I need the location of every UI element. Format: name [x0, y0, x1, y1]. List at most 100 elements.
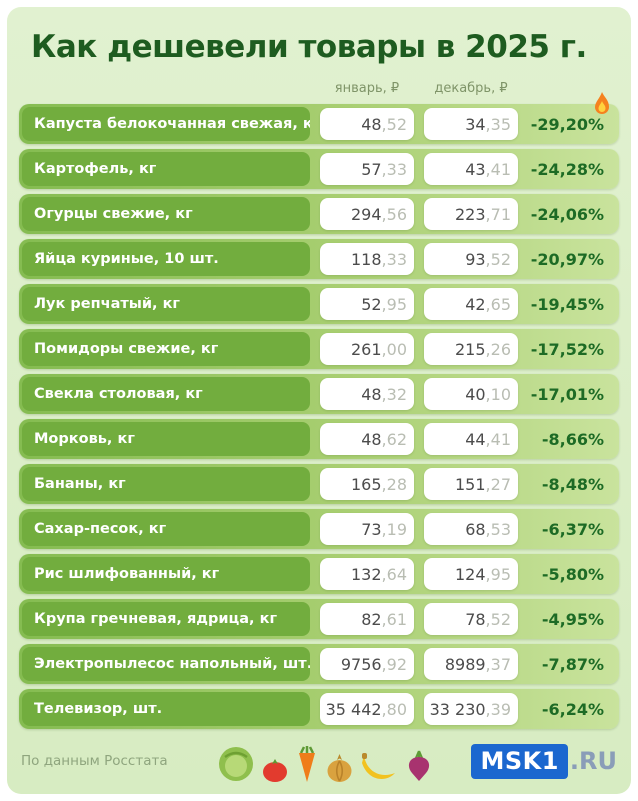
- january-price-box: 9756,92: [320, 648, 414, 680]
- december-value-frac: ,53: [485, 519, 511, 539]
- percent-change: -5,80%: [541, 564, 604, 584]
- january-value-frac: ,33: [381, 249, 407, 269]
- beet-icon: [409, 750, 430, 781]
- december-price-box: 215,26: [424, 333, 518, 365]
- december-price-box: 93,52: [424, 243, 518, 275]
- december-price-box: 8989,37: [424, 648, 518, 680]
- percent-change: -4,95%: [541, 609, 604, 629]
- december-value-frac: ,65: [485, 294, 511, 314]
- january-price-box: 35 442,80: [320, 693, 414, 725]
- december-price-box: 40,10: [424, 378, 518, 410]
- product-label: Рис шлифованный, кг: [22, 557, 310, 591]
- table-row: Картофель, кг 57,33 43,41 -24,28%: [19, 149, 619, 189]
- december-price-box: 151,27: [424, 468, 518, 500]
- product-label: Телевизор, шт.: [22, 692, 310, 726]
- december-value-int: 40: [465, 384, 486, 404]
- table-row: Лук репчатый, кг 52,95 42,65 -19,45%: [19, 284, 619, 324]
- january-price-box: 57,33: [320, 153, 414, 185]
- percent-change: -24,06%: [530, 204, 604, 224]
- product-label: Картофель, кг: [22, 152, 310, 186]
- january-value-int: 261: [351, 339, 382, 359]
- december-price-box: 223,71: [424, 198, 518, 230]
- onion-icon: [327, 754, 352, 782]
- december-value-int: 44: [465, 429, 486, 449]
- january-value-frac: ,32: [381, 384, 407, 404]
- december-value-frac: ,41: [485, 159, 511, 179]
- january-value-int: 9756: [340, 654, 382, 674]
- january-price-box: 165,28: [320, 468, 414, 500]
- table-row: Огурцы свежие, кг 294,56 223,71 -24,06%: [19, 194, 619, 234]
- table-row: Телевизор, шт. 35 442,80 33 230,39 -6,24…: [19, 689, 619, 729]
- table-row: Крупа гречневая, ядрица, кг 82,61 78,52 …: [19, 599, 619, 639]
- december-value-int: 68: [465, 519, 486, 539]
- december-value-int: 34: [465, 114, 486, 134]
- december-value-frac: ,26: [485, 339, 511, 359]
- table-row: Яйца куриные, 10 шт. 118,33 93,52 -20,97…: [19, 239, 619, 279]
- product-label: Бананы, кг: [22, 467, 310, 501]
- december-value-frac: ,10: [485, 384, 511, 404]
- product-label: Яйца куриные, 10 шт.: [22, 242, 310, 276]
- january-value-int: 35 442: [325, 699, 382, 719]
- cabbage-icon: [219, 747, 254, 781]
- percent-change: -24,28%: [530, 159, 604, 179]
- table-row: Сахар-песок, кг 73,19 68,53 -6,37%: [19, 509, 619, 549]
- january-value-int: 165: [351, 474, 382, 494]
- percent-change: -8,66%: [541, 429, 604, 449]
- product-label: Электропылесос напольный, шт.: [22, 647, 310, 681]
- january-price-box: 52,95: [320, 288, 414, 320]
- december-value-int: 93: [465, 249, 486, 269]
- percent-change: -6,24%: [541, 699, 604, 719]
- column-header-january: январь, ₽: [334, 81, 400, 96]
- product-label: Огурцы свежие, кг: [22, 197, 310, 231]
- january-value-frac: ,19: [381, 519, 407, 539]
- infographic-card: Как дешевели товары в 2025 г. январь, ₽ …: [7, 7, 631, 794]
- december-price-box: 44,41: [424, 423, 518, 455]
- percent-change: -6,37%: [541, 519, 604, 539]
- table-row: Электропылесос напольный, шт. 9756,92 89…: [19, 644, 619, 684]
- january-value-frac: ,92: [381, 654, 407, 674]
- january-value-frac: ,56: [381, 204, 407, 224]
- january-value-frac: ,64: [381, 564, 407, 584]
- december-price-box: 68,53: [424, 513, 518, 545]
- column-header-spacer: [19, 81, 320, 96]
- december-price-box: 124,95: [424, 558, 518, 590]
- product-label: Крупа гречневая, ядрица, кг: [22, 602, 310, 636]
- december-value-frac: ,37: [485, 654, 511, 674]
- january-value-frac: ,95: [381, 294, 407, 314]
- table-row: Свекла столовая, кг 48,32 40,10 -17,01%: [19, 374, 619, 414]
- source-note: По данным Росстата: [21, 753, 168, 769]
- january-value-int: 82: [361, 609, 382, 629]
- december-value-int: 42: [465, 294, 486, 314]
- january-value-int: 48: [361, 429, 382, 449]
- december-value-frac: ,35: [485, 114, 511, 134]
- percent-change: -8,48%: [541, 474, 604, 494]
- table-rows: Капуста белокочанная свежая, кг 48 ,52 34…: [19, 92, 619, 729]
- column-header-december: декабрь, ₽: [434, 81, 508, 96]
- december-value-int: 215: [455, 339, 486, 359]
- december-price-box: 42,65: [424, 288, 518, 320]
- january-price-box: 48,62: [320, 423, 414, 455]
- december-price-box: 34,35: [424, 108, 518, 140]
- december-price-box: 43,41: [424, 153, 518, 185]
- december-value-int: 124: [455, 564, 486, 584]
- percent-change: -17,01%: [530, 384, 604, 404]
- january-value-frac: ,61: [381, 609, 407, 629]
- january-price-box: 118,33: [320, 243, 414, 275]
- january-value-frac: ,62: [381, 429, 407, 449]
- january-price-box: 73,19: [320, 513, 414, 545]
- january-value-int: 52: [361, 294, 382, 314]
- product-label: Свекла столовая, кг: [22, 377, 310, 411]
- logo-suffix: .RU: [569, 747, 617, 775]
- product-label: Капуста белокочанная свежая, кг: [22, 107, 310, 141]
- percent-change: -29,20%: [530, 114, 604, 134]
- december-value-int: 8989: [444, 654, 486, 674]
- january-value-frac: ,00: [381, 339, 407, 359]
- december-value-frac: ,71: [485, 204, 511, 224]
- table-row: Капуста белокочанная свежая, кг 48,52 34…: [19, 92, 619, 144]
- january-value-int: 48: [361, 384, 382, 404]
- january-price-box: 132,64: [320, 558, 414, 590]
- percent-change: -19,45%: [530, 294, 604, 314]
- msk1ru-logo: MSK1 .RU: [471, 743, 617, 779]
- january-value-frac: ,52: [381, 114, 407, 134]
- percent-change: -7,87%: [541, 654, 604, 674]
